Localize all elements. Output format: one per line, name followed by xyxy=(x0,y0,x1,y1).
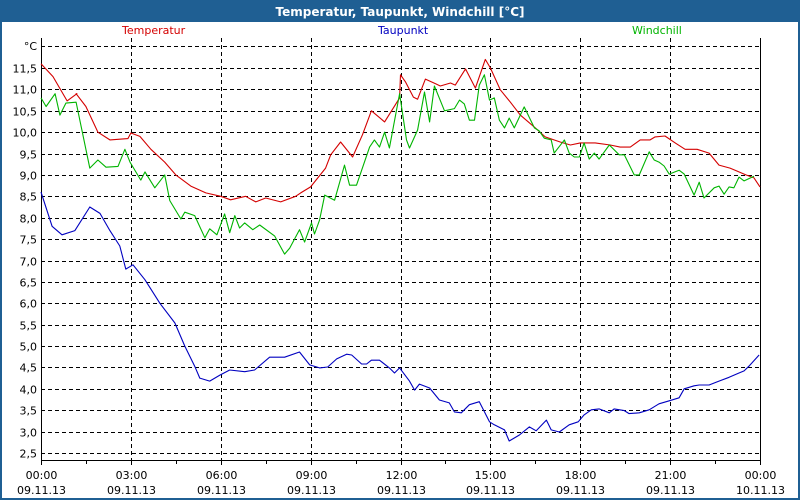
x-tick-date: 09.11.13 xyxy=(556,484,605,497)
grid-lines xyxy=(41,38,760,460)
y-tick-label: 9,5 xyxy=(20,149,38,162)
y-tick-label: 11,0 xyxy=(13,84,38,97)
series-line-taupunkt xyxy=(40,191,760,442)
y-tick-label: 4,0 xyxy=(20,384,38,397)
y-unit-label: °C xyxy=(24,40,38,53)
series-line-temperatur xyxy=(40,58,761,203)
x-tick-time: 06:00 xyxy=(206,469,238,482)
legend-windchill: Windchill xyxy=(632,24,682,37)
y-tick-label: 3,5 xyxy=(20,405,38,418)
y-tick-label: 7,0 xyxy=(20,256,38,269)
y-tick-label: 3,0 xyxy=(20,427,38,440)
x-tick-time: 21:00 xyxy=(655,469,687,482)
x-axis-labels: 00:00 09.11.13 03:00 09.11.13 06:00 09.11.13 0… xyxy=(17,469,785,497)
y-tick-label: 6,0 xyxy=(20,298,38,311)
y-tick-label: 10,0 xyxy=(13,127,38,140)
x-tick-date: 09.11.13 xyxy=(466,484,515,497)
data-series xyxy=(40,58,761,442)
y-tick-label: 5,5 xyxy=(20,320,38,333)
x-tick-date: 09.11.13 xyxy=(377,484,426,497)
x-tick-date: 09.11.13 xyxy=(17,484,66,497)
y-tick-label: 4,5 xyxy=(20,362,38,375)
series-line-windchill xyxy=(40,74,755,255)
axes xyxy=(41,38,761,465)
x-tick-date: 10.11.13 xyxy=(736,484,785,497)
legend-taupunkt: Taupunkt xyxy=(378,24,429,37)
x-tick-time: 15:00 xyxy=(475,469,507,482)
x-tick-time: 18:00 xyxy=(565,469,597,482)
y-tick-label: 7,5 xyxy=(20,234,38,247)
y-tick-label: 9,0 xyxy=(20,170,38,183)
y-tick-label: 2,5 xyxy=(20,448,38,461)
y-tick-label: 11,5 xyxy=(13,63,38,76)
x-tick-date: 09.11.13 xyxy=(646,484,695,497)
x-tick-time: 12:00 xyxy=(386,469,418,482)
x-tick-time: 09:00 xyxy=(296,469,328,482)
legend-temperatur: Temperatur xyxy=(122,24,186,37)
y-tick-label: 8,0 xyxy=(20,213,38,226)
x-tick-date: 09.11.13 xyxy=(197,484,246,497)
y-tick-label: 8,5 xyxy=(20,191,38,204)
x-tick-time: 00:00 xyxy=(745,469,777,482)
x-tick-time: 00:00 xyxy=(26,469,58,482)
y-tick-label: 6,5 xyxy=(20,277,38,290)
x-tick-date: 09.11.13 xyxy=(287,484,336,497)
x-tick-date: 09.11.13 xyxy=(107,484,156,497)
y-tick-label: 10,5 xyxy=(13,106,38,119)
chart-title: Temperatur, Taupunkt, Windchill [°C] xyxy=(2,2,798,22)
y-tick-label: 5,0 xyxy=(20,341,38,354)
x-tick-time: 03:00 xyxy=(116,469,148,482)
y-axis-labels: 2,5 3,0 3,5 4,0 4,5 5,0 5,5 6,0 6,5 7,0 7,5 8,0 8,5 9… xyxy=(13,40,38,461)
